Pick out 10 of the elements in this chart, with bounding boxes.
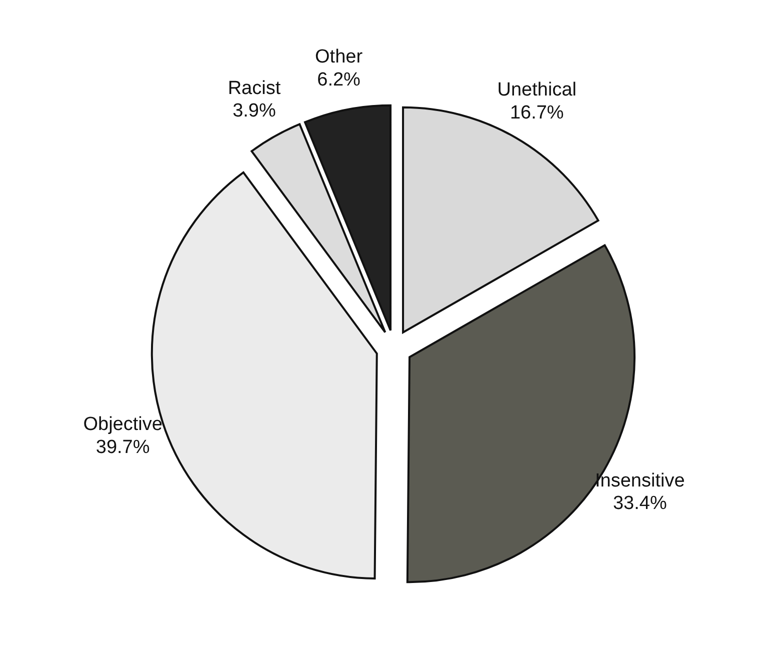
slice-label: Objective (83, 414, 162, 436)
data-label: 33.4% (612, 493, 667, 514)
slice-label: Insensitive (595, 470, 685, 492)
data-label: 16.7% (510, 102, 564, 124)
slice-label: Other (315, 46, 364, 68)
data-label: 6.2% (317, 70, 361, 90)
slice-label: Racist (228, 78, 282, 99)
data-label: 3.9% (232, 100, 276, 122)
data-label: 39.7% (96, 436, 150, 458)
slice-label: Unethical (497, 80, 576, 101)
